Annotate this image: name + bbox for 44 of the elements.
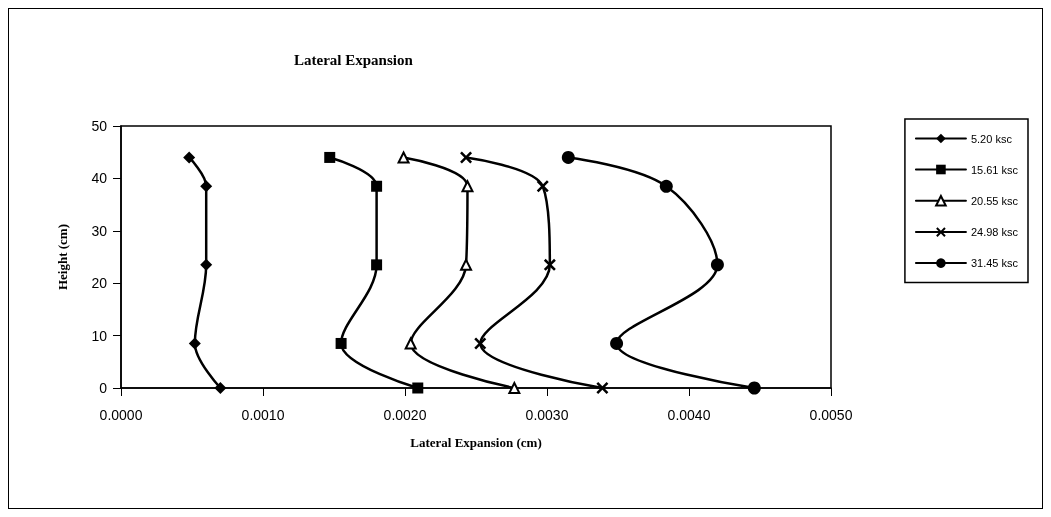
y-tick-label: 40 <box>91 170 108 187</box>
point <box>596 382 609 394</box>
point <box>461 180 474 193</box>
legend-label: 5.20 ksc <box>970 132 1013 145</box>
point <box>460 151 473 164</box>
legend-label: 15.61 ksc <box>970 163 1019 176</box>
point <box>324 151 336 163</box>
x-tick-label: 0.0040 <box>667 407 711 423</box>
point <box>474 337 487 350</box>
y-tick-label: 10 <box>91 327 108 344</box>
y-axis-title: Height (cm) <box>55 223 70 291</box>
point <box>371 180 383 192</box>
point <box>188 337 201 350</box>
y-tick-label: 30 <box>91 222 108 239</box>
y-tick-label: 50 <box>91 118 108 134</box>
point <box>543 258 556 271</box>
x-tick-label: 0.0010 <box>241 407 285 423</box>
point <box>214 382 227 394</box>
point <box>460 258 473 271</box>
x-tick-label: 0.0020 <box>383 407 427 423</box>
y-tick-label: 20 <box>91 275 108 292</box>
x-tick-label: 0.0030 <box>525 407 569 423</box>
x-tick-label: 0.0050 <box>809 407 853 423</box>
point <box>561 150 575 164</box>
point <box>404 337 417 350</box>
legend-label: 20.55 ksc <box>970 194 1019 207</box>
point <box>610 336 624 350</box>
point <box>397 151 410 164</box>
point <box>747 381 761 395</box>
point <box>200 258 213 271</box>
point <box>335 337 347 349</box>
x-tick-label: 0.0000 <box>99 407 143 423</box>
legend-label: 31.45 ksc <box>970 257 1019 270</box>
point <box>183 151 196 164</box>
point <box>200 180 213 193</box>
point <box>659 179 673 193</box>
y-tick-label: 0 <box>99 380 108 396</box>
point <box>412 382 424 394</box>
point <box>536 180 549 193</box>
chart-title: Lateral Expansion <box>294 51 414 68</box>
legend-label: 24.98 ksc <box>970 226 1019 239</box>
point <box>710 258 724 272</box>
x-axis-title: Lateral Expansion (cm) <box>410 435 542 450</box>
point <box>371 259 383 271</box>
